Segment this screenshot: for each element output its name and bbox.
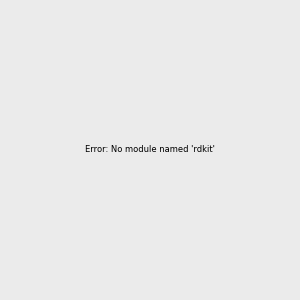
Text: Error: No module named 'rdkit': Error: No module named 'rdkit' xyxy=(85,146,215,154)
